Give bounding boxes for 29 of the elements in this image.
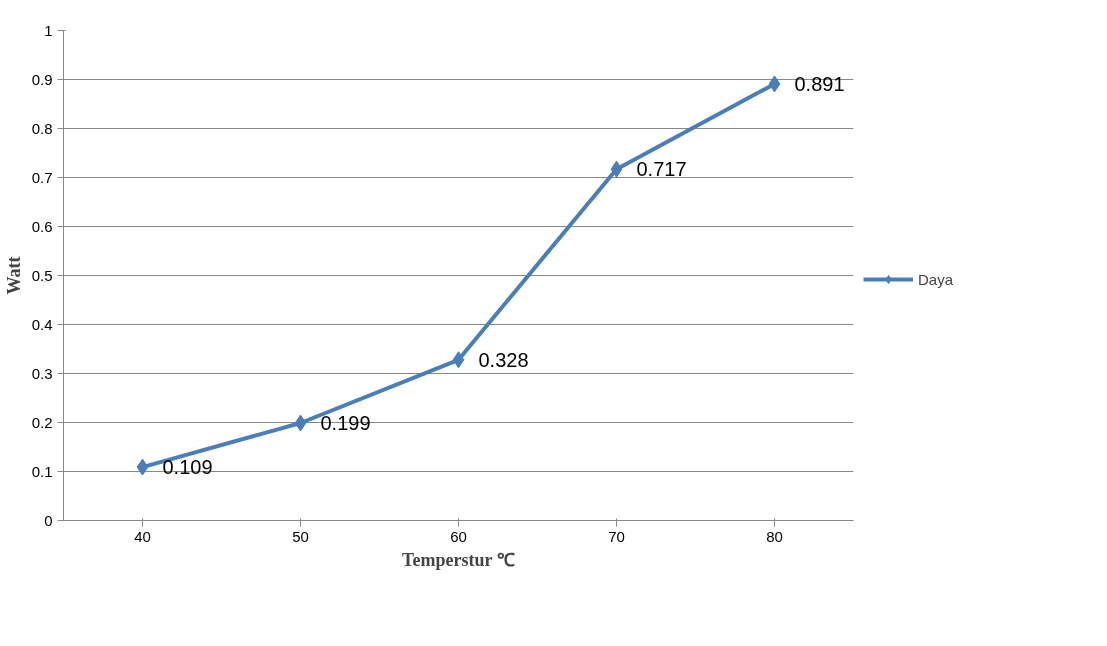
y-tick-label: 0.8: [31, 119, 53, 137]
point: [610, 160, 623, 178]
y-tick-label: 0.9: [31, 70, 53, 88]
y-tick-label: 0.2: [31, 413, 53, 431]
x-tick-label: 40: [134, 527, 151, 545]
y-tick-label: 0: [44, 511, 53, 529]
legend-label: Daya: [918, 270, 954, 288]
y-tick-label: 0.7: [31, 168, 53, 186]
y-tick-label: 0.5: [31, 266, 53, 284]
data-label: 0.717: [636, 158, 687, 181]
y-tick-label: 0.3: [31, 364, 53, 382]
point: [136, 458, 149, 476]
y-tick-label: 1: [44, 21, 53, 39]
y-tick-label: 0.4: [31, 315, 53, 333]
data-label: 0.328: [478, 348, 529, 371]
x-tick-label: 60: [450, 527, 467, 545]
point: [768, 75, 781, 93]
x-tick-label: 70: [608, 527, 625, 545]
y-axis-title: Watt: [3, 256, 24, 295]
y-tick-label: 0.6: [31, 217, 53, 235]
data-label: 0.109: [162, 456, 213, 479]
x-tick-label: 80: [766, 527, 783, 545]
data-label: 0.199: [320, 411, 371, 434]
point: [294, 414, 307, 432]
y-tick-label: 0.1: [31, 462, 53, 480]
point: [452, 351, 465, 369]
data-label: 0.891: [794, 72, 845, 95]
x-axis-title: Temperstur ℃: [402, 549, 515, 570]
x-tick-label: 50: [292, 527, 309, 545]
